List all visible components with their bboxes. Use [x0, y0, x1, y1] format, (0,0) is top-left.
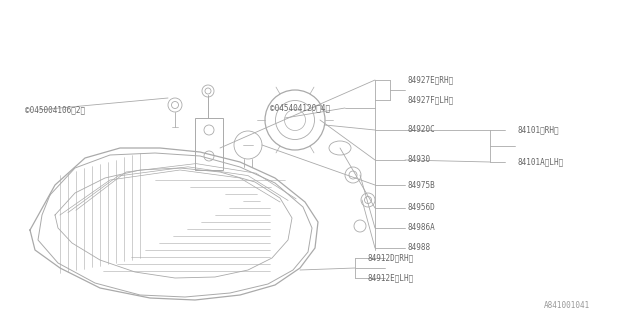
Text: 84912E〈LH〉: 84912E〈LH〉 [367, 274, 413, 283]
Text: 84927E〈RH〉: 84927E〈RH〉 [407, 76, 453, 84]
Text: 84975B: 84975B [407, 180, 435, 189]
Text: 84927F〈LH〉: 84927F〈LH〉 [407, 95, 453, 105]
Text: 84930: 84930 [407, 156, 430, 164]
Text: ©045404120（4）: ©045404120（4） [270, 103, 330, 113]
Text: 84101A〈LH〉: 84101A〈LH〉 [517, 157, 563, 166]
Text: 84101〈RH〉: 84101〈RH〉 [517, 125, 559, 134]
Text: 84956D: 84956D [407, 204, 435, 212]
Bar [195, 118, 223, 170]
Text: A841001041: A841001041 [544, 300, 590, 309]
Text: ©045004106（2）: ©045004106（2） [25, 106, 85, 115]
Text: 84912D〈RH〉: 84912D〈RH〉 [367, 253, 413, 262]
Text: 84986A: 84986A [407, 223, 435, 233]
Text: 84920C: 84920C [407, 125, 435, 134]
Text: 84988: 84988 [407, 244, 430, 252]
